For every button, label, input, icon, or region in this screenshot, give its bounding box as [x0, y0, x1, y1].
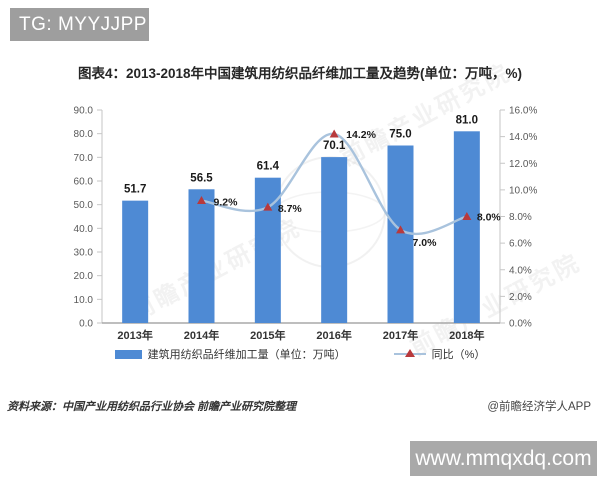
- x-tick-label: 2018年: [449, 328, 484, 342]
- left-tick-label: 50.0: [74, 200, 94, 211]
- bar-value-label: 70.1: [323, 140, 346, 152]
- x-tick-label: 2016年: [316, 328, 351, 342]
- right-tick-label: 8.0%: [509, 212, 532, 223]
- bar: [453, 131, 480, 323]
- legend-line-label: 同比（%）: [431, 349, 486, 361]
- bar-value-label: 56.5: [190, 172, 213, 184]
- watermark-url: www.mmqxdq.com: [415, 446, 592, 470]
- left-tick-label: 70.0: [74, 153, 94, 164]
- bar-value-label: 81.0: [456, 114, 478, 126]
- yoy-value-label: 8.0%: [477, 212, 502, 224]
- yoy-marker-triangle-icon: [197, 196, 206, 205]
- bar: [321, 157, 348, 323]
- right-tick-label: 10.0%: [509, 185, 537, 196]
- left-tick-label: 90.0: [74, 106, 94, 117]
- right-tick-label: 0.0%: [509, 319, 532, 330]
- right-tick-label: 2.0%: [509, 292, 532, 303]
- bar: [122, 200, 149, 323]
- line-swatch-icon: [393, 349, 426, 357]
- x-tick-label: 2017年: [383, 328, 418, 342]
- left-tick-label: 60.0: [74, 177, 94, 188]
- right-tick-label: 16.0%: [509, 106, 537, 117]
- header-badge: TG: MYYJJPP: [10, 8, 149, 41]
- triangle-marker-icon: [404, 349, 415, 357]
- yoy-value-label: 8.7%: [278, 203, 303, 215]
- bar-value-label: 51.7: [124, 184, 146, 196]
- legend-bar-label: 建筑用纺织品纤维加工量（单位：万吨）: [147, 349, 346, 361]
- x-tick-label: 2014年: [184, 328, 219, 342]
- left-tick-label: 80.0: [74, 129, 94, 140]
- right-tick-label: 4.0%: [509, 265, 532, 276]
- left-tick-label: 30.0: [74, 248, 94, 259]
- yoy-value-label: 14.2%: [346, 129, 376, 141]
- yoy-marker-triangle-icon: [329, 129, 339, 138]
- legend-item-bar: 建筑用纺织品纤维加工量（单位：万吨）: [114, 346, 346, 362]
- bar-swatch-icon: [114, 349, 142, 359]
- bar-value-label: 61.4: [257, 161, 280, 173]
- legend: 建筑用纺织品纤维加工量（单位：万吨） 同比（%）: [0, 346, 600, 362]
- right-tick-label: 14.0%: [509, 132, 537, 143]
- yoy-marker-triangle-icon: [396, 225, 405, 234]
- legend-item-line: 同比（%）: [393, 346, 486, 362]
- yoy-marker-triangle-icon: [263, 202, 273, 211]
- left-tick-label: 0.0: [79, 319, 93, 330]
- left-tick-label: 10.0: [74, 295, 94, 306]
- source-note: 资料来源：中国产业用纺织品行业协会 前瞻产业研究院整理: [7, 401, 297, 413]
- watermark-url-bar: www.mmqxdq.com: [410, 441, 597, 476]
- yoy-value-label: 7.0%: [413, 237, 438, 249]
- right-tick-label: 12.0%: [509, 159, 537, 170]
- x-tick-label: 2015年: [250, 328, 285, 342]
- left-tick-label: 20.0: [74, 271, 94, 282]
- bar-value-label: 75.0: [389, 129, 411, 141]
- bar: [188, 189, 215, 323]
- page-title: 图表4：2013-2018年中国建筑用纺织品纤维加工量及趋势(单位：万吨，%): [77, 66, 523, 81]
- yoy-value-label: 9.2%: [214, 197, 239, 209]
- left-tick-label: 40.0: [74, 224, 94, 235]
- x-tick-label: 2013年: [117, 328, 152, 342]
- right-tick-label: 6.0%: [509, 239, 532, 250]
- credit-note: @前瞻经济学人APP: [487, 401, 591, 413]
- yoy-marker-triangle-icon: [462, 212, 472, 220]
